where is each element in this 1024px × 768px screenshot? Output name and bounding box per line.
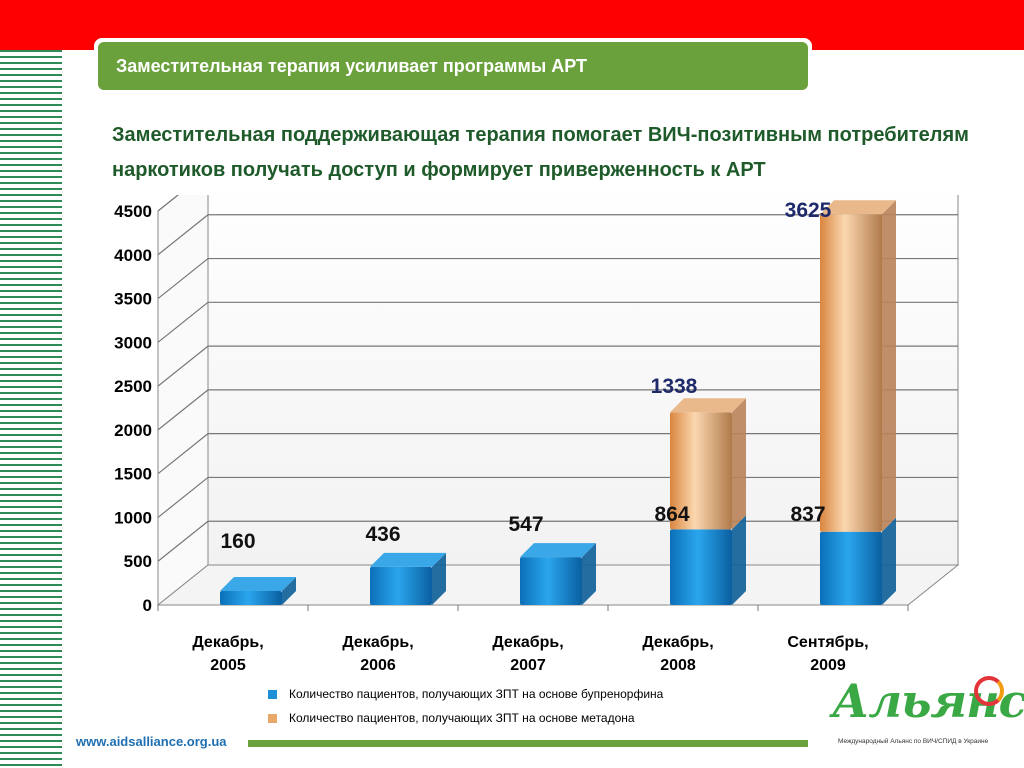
x-category-label: Декабрь,: [342, 634, 413, 651]
bar-methadone: [820, 214, 882, 532]
y-tick-label: 500: [124, 552, 152, 571]
data-label-methadone: 3625: [785, 199, 832, 222]
x-category-label: Декабрь,: [192, 634, 263, 651]
bar-methadone-side: [732, 398, 746, 530]
header-box: Заместительная терапия усиливает програм…: [94, 38, 812, 94]
gridline: [157, 389, 958, 431]
legend-item-methadone: Количество пациентов, получающих ЗПТ на …: [268, 711, 635, 725]
gridline: [157, 214, 958, 256]
gridline: [157, 257, 958, 300]
y-tick-label: 1500: [114, 465, 152, 484]
data-label-buprenorphine: 436: [365, 523, 400, 546]
y-tick-label: 1000: [114, 508, 152, 527]
y-tick-label: 3000: [114, 333, 152, 352]
bar-buprenorphine-top: [520, 543, 596, 558]
bar-methadone: [670, 412, 732, 530]
x-category-label: Декабрь,: [642, 634, 713, 651]
bar-buprenorphine: [520, 557, 582, 605]
data-label-buprenorphine: 547: [508, 513, 543, 536]
bar-buprenorphine: [670, 529, 732, 605]
slide-subtitle: Заместительная поддерживающая терапия по…: [112, 124, 969, 181]
bar-buprenorphine-top: [370, 552, 446, 567]
legend-item-buprenorphine: Количество пациентов, получающих ЗПТ на …: [268, 687, 663, 701]
footer-divider: [248, 740, 808, 747]
legend-swatch-methadone: [268, 714, 277, 724]
bar-chart: 0 500 1000 1500 2000 2500 3000 3500 4000 4500 160 Д…: [114, 195, 960, 674]
gridline: [157, 301, 958, 343]
y-tick-label: 0: [143, 596, 152, 615]
y-tick-label: 2000: [114, 421, 152, 440]
header-title: Заместительная терапия усиливает програм…: [98, 42, 808, 90]
bar-buprenorphine-side: [282, 576, 296, 605]
logo-swirl-icon: [974, 676, 1004, 706]
alliance-logo: Альянс Международный Альянс по ВИЧ/СПИД …: [832, 674, 1024, 754]
data-label-buprenorphine: 837: [790, 503, 825, 526]
legend-label-buprenorphine: Количество пациентов, получающих ЗПТ на …: [289, 687, 664, 701]
bar-buprenorphine-side: [432, 552, 446, 605]
y-tick-label: 2500: [114, 377, 152, 396]
data-label-buprenorphine: 864: [654, 503, 689, 526]
y-tick-label: 3500: [114, 290, 152, 309]
legend-swatch-buprenorphine: [268, 690, 277, 700]
x-category-label: 2009: [810, 657, 846, 674]
bar-buprenorphine-side: [882, 517, 896, 605]
x-category-label: Декабрь,: [492, 634, 563, 651]
x-category-label: 2006: [360, 657, 396, 674]
bar-methadone-top: [670, 398, 746, 413]
bar-buprenorphine-side: [732, 515, 746, 605]
chart-side-wall: [157, 195, 209, 607]
data-label-buprenorphine: 160: [220, 530, 255, 553]
x-category-label: 2007: [510, 657, 546, 674]
bar-methadone-top: [820, 200, 896, 215]
bar-buprenorphine-top: [220, 576, 296, 591]
logo-subtitle: Международный Альянс по ВИЧ/СПИД в Украи…: [838, 738, 989, 745]
x-category-label: Сентябрь,: [787, 634, 868, 651]
bar-buprenorphine-side: [582, 543, 596, 605]
footer-url[interactable]: www.aidsalliance.org.ua: [76, 734, 227, 749]
y-tick-label: 4000: [114, 246, 152, 265]
gridline: [157, 345, 958, 387]
bar-buprenorphine: [820, 531, 882, 605]
legend-label-methadone: Количество пациентов, получающих ЗПТ на …: [289, 711, 635, 725]
bar-buprenorphine: [370, 566, 432, 605]
bar-methadone-side: [882, 200, 896, 532]
bar-buprenorphine: [220, 590, 282, 605]
x-category-label: 2005: [210, 657, 246, 674]
y-tick-label: 4500: [114, 202, 152, 221]
gridline: [157, 195, 179, 212]
x-category-label: 2008: [660, 657, 696, 674]
data-label-methadone: 1338: [651, 375, 698, 398]
side-stripes: [0, 50, 62, 768]
